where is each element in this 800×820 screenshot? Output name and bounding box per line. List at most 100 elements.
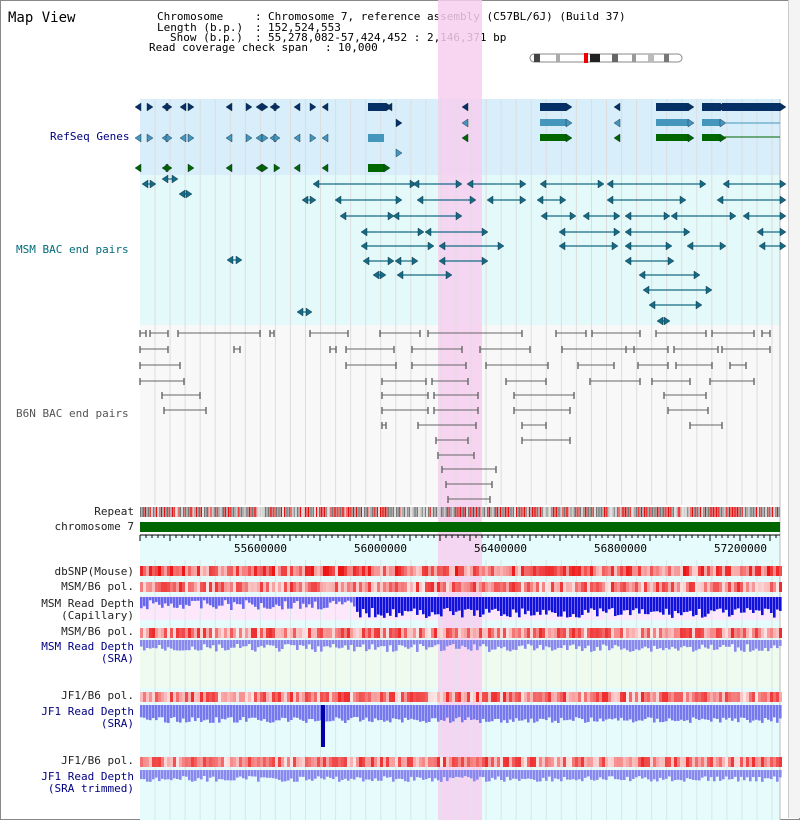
- jf1-pol-strip-2: [761, 757, 764, 767]
- msm-pol-strip: [302, 582, 305, 592]
- jf1-pol-strip: [293, 692, 296, 702]
- repeat-mark: [146, 507, 148, 517]
- repeat-mark: [676, 507, 678, 517]
- msm-depth-sra-bar: [353, 640, 356, 652]
- repeat-mark: [733, 507, 735, 517]
- msm-depth-sra-bar: [311, 640, 314, 650]
- msm-pol-strip: [638, 582, 641, 592]
- repeat-mark: [336, 507, 338, 517]
- msm-depth-cap-bar: [623, 597, 626, 611]
- jf1-depth-trim-bar: [773, 770, 776, 777]
- jf1-pol-strip-2: [269, 757, 272, 767]
- repeat-mark: [642, 507, 644, 517]
- jf1-depth-trim-bar: [731, 770, 734, 780]
- msm-depth-sra-bar: [560, 640, 563, 649]
- jf1-pol-strip: [725, 692, 728, 702]
- msm-pol-strip-2: [143, 628, 146, 638]
- repeat-mark: [236, 507, 238, 517]
- gene-arrow: [438, 241, 446, 251]
- msm-pol-strip: [566, 582, 569, 592]
- msm-pol-strip-2: [737, 628, 740, 638]
- msm-pol-strip: [149, 582, 152, 592]
- repeat-mark: [644, 507, 646, 517]
- jf1-pol-strip: [149, 692, 152, 702]
- msm-depth-cap-bar: [773, 597, 776, 618]
- repeat-mark: [418, 507, 420, 517]
- jf1-depth-trim-bar: [728, 770, 731, 780]
- repeat-mark: [173, 507, 175, 517]
- dbsnp-strip: [746, 566, 749, 576]
- msm-pol-strip: [404, 582, 407, 592]
- msm-depth-cap-bar: [761, 597, 764, 616]
- msm-pol-strip: [422, 582, 425, 592]
- msm-pol-strip: [677, 582, 680, 592]
- jf1-depth-sra-bar: [707, 705, 710, 720]
- jf1-depth-sra-bar: [155, 705, 158, 721]
- jf1-pol-strip-2: [239, 757, 242, 767]
- repeat-mark: [730, 507, 732, 517]
- jf1-pol-strip: [608, 692, 611, 702]
- jf1-depth-trim-bar: [719, 770, 722, 781]
- msm-pol-strip-2: [683, 628, 686, 638]
- dbsnp-strip: [410, 566, 413, 576]
- jf1-pol-strip-2: [314, 757, 317, 767]
- jf1-depth-trim-bar: [140, 770, 143, 780]
- jf1-depth-trim-bar: [272, 770, 275, 779]
- msm-depth-sra-bar: [260, 640, 263, 646]
- repeat-mark: [324, 507, 326, 517]
- jf1-depth-sra-bar: [149, 705, 152, 721]
- repeat-mark: [389, 507, 391, 517]
- msm-depth-sra-bar: [662, 640, 665, 651]
- msm-depth-sra-bar: [419, 640, 422, 645]
- length-key: Length (b.p.): [157, 21, 244, 34]
- repeat-mark: [402, 507, 404, 517]
- repeat-mark: [463, 507, 465, 517]
- msm-depth-sra-bar: [500, 640, 503, 649]
- msm-depth-cap-bar: [269, 597, 272, 609]
- repeat-mark: [581, 507, 583, 517]
- msm-pol-strip: [686, 582, 689, 592]
- msm-pol-strip: [143, 582, 146, 592]
- jf1-pol-strip-2: [311, 757, 314, 767]
- msm-depth-cap-bar: [770, 597, 773, 614]
- msm-depth-sra-bar: [701, 640, 704, 645]
- repeat-mark: [338, 507, 340, 517]
- repeat-mark: [300, 507, 302, 517]
- dbsnp-strip: [656, 566, 659, 576]
- dbsnp-strip: [317, 566, 320, 576]
- msm-depth-sra-bar: [587, 640, 590, 646]
- jf1-depth-sra-bar: [554, 705, 557, 721]
- jf1-pol-strip-2: [581, 757, 584, 767]
- vertical-scrollbar[interactable]: [788, 0, 800, 818]
- jf1-pol-strip: [656, 692, 659, 702]
- repeat-mark: [327, 507, 329, 517]
- msm-pol-strip-2: [290, 628, 293, 638]
- jf1-depth-sra-bar: [584, 705, 587, 723]
- jf1-depth-sra-bar: [659, 705, 662, 723]
- msm-depth-cap-bar: [359, 597, 362, 618]
- jf1-pol-strip-2: [572, 757, 575, 767]
- dbsnp-strip: [497, 566, 500, 576]
- jf1-depth-sra-bar: [341, 705, 344, 721]
- chromosome-ideogram[interactable]: [529, 53, 683, 63]
- jf1-pol-strip-2: [317, 757, 320, 767]
- jf1-depth-sra-bar: [740, 705, 743, 718]
- jf1-pol-strip: [455, 692, 458, 702]
- jf1-pol-strip-2: [368, 757, 371, 767]
- msm-pol-strip: [284, 582, 287, 592]
- msm-pol-strip: [164, 582, 167, 592]
- jf1-depth-trim-bar: [548, 770, 551, 777]
- jf1-pol-strip: [626, 692, 629, 702]
- jf1-pol-strip: [560, 692, 563, 702]
- msm-depth-cap-bar: [467, 597, 470, 609]
- jf1-pol-strip-2: [206, 757, 209, 767]
- msm-pol-strip-2: [446, 628, 449, 638]
- jf1-depth-trim-bar: [203, 770, 206, 777]
- jf1-pol-strip-2: [725, 757, 728, 767]
- jf1-depth-sra-bar: [401, 705, 404, 723]
- dbsnp-strip: [350, 566, 353, 576]
- jf1-pol-strip-2: [323, 757, 326, 767]
- msm-depth-sra-bar: [425, 640, 428, 650]
- jf1-depth-sra-bar: [308, 705, 311, 720]
